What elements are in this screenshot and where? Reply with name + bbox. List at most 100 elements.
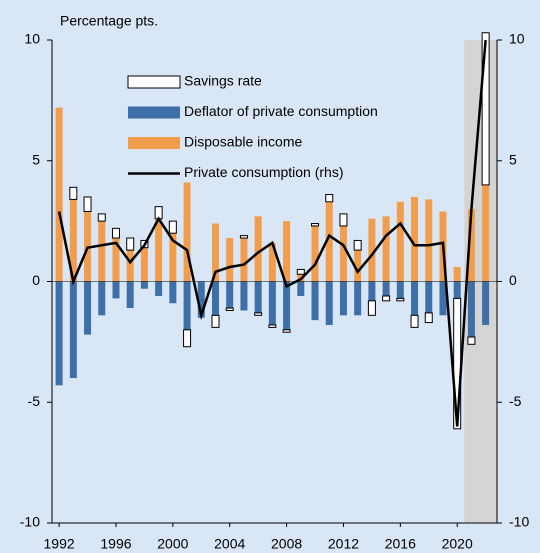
bar-segment: [97, 213, 106, 222]
bar-segment: [268, 242, 276, 282]
bar-segment: [168, 220, 177, 234]
x-tick-label: 1992: [44, 536, 75, 552]
bar-segment: [211, 223, 219, 282]
line-series: [57, 39, 487, 427]
bar-segment: [382, 295, 391, 302]
bar-segment: [126, 281, 134, 309]
bar-segment: [396, 297, 405, 302]
y2-tick-label: 10: [509, 31, 525, 47]
bar-segment: [226, 238, 234, 282]
bar-segment: [126, 250, 134, 282]
bar-segment: [183, 182, 191, 282]
bar-segment: [112, 281, 120, 299]
bar-segment: [183, 281, 191, 330]
bar-segment: [69, 199, 77, 282]
x-tick-label: 2008: [271, 536, 302, 552]
bar-segment: [467, 281, 475, 338]
bar-segment: [239, 235, 248, 239]
bar-segment: [424, 312, 433, 324]
bar-segment: [482, 184, 490, 282]
bar-segment: [368, 281, 376, 301]
bar-segment: [112, 238, 120, 282]
bar-segment: [354, 250, 362, 282]
bar-segment: [98, 281, 106, 316]
bar-segment: [453, 267, 461, 282]
bar-segment: [126, 237, 135, 251]
bar-segment: [367, 300, 376, 316]
x-tick-label: 2020: [442, 536, 473, 552]
bar-segment: [411, 196, 419, 282]
bar-segment: [283, 221, 291, 282]
chart-title: Percentage pts.: [60, 13, 158, 29]
bar-segment: [481, 32, 490, 186]
bar-segment: [268, 281, 276, 325]
bar-segment: [368, 218, 376, 282]
bar-segment: [84, 281, 92, 335]
bar-segment: [226, 281, 234, 309]
bar-segment: [311, 223, 320, 227]
bar-segment: [254, 281, 262, 313]
legend-label: Savings rate: [184, 73, 262, 89]
bar-segment: [55, 107, 63, 282]
bar-segment: [155, 281, 163, 296]
legend-swatch: [128, 137, 180, 149]
bar-segment: [69, 186, 78, 200]
bar-segment: [254, 312, 263, 316]
bar-segment: [69, 281, 77, 379]
bar-segment: [353, 239, 362, 251]
y-tick-label: 10: [24, 31, 40, 47]
bar-segment: [467, 336, 476, 345]
legend-label: Deflator of private consumption: [184, 103, 378, 119]
bar-segment: [382, 281, 390, 296]
legend-label: Private consumption (rhs): [184, 164, 344, 180]
bar-segment: [55, 281, 63, 386]
bar-segment: [482, 281, 490, 325]
y2-tick-label: -5: [509, 393, 522, 409]
bar-segment: [325, 281, 333, 325]
legend-swatch: [128, 106, 180, 119]
bar-segment: [410, 314, 419, 328]
bar-segment: [183, 329, 192, 348]
y-tick-label: 0: [32, 272, 40, 288]
bar-segment: [169, 233, 177, 282]
bar-segment: [296, 268, 305, 275]
bar-segment: [211, 281, 219, 316]
bar-segment: [140, 281, 148, 289]
bar-segment: [311, 225, 319, 282]
y2-tick-label: 0: [509, 272, 517, 288]
y2-tick-label: -10: [509, 514, 529, 530]
bar-segment: [325, 201, 333, 282]
bar-segment: [140, 247, 148, 282]
legend-swatch: [127, 75, 181, 89]
bar-segment: [411, 281, 419, 316]
x-tick-label: 2004: [214, 536, 245, 552]
bar-segment: [197, 281, 205, 318]
x-tick-label: 2012: [328, 536, 359, 552]
bar-segment: [297, 281, 305, 296]
bar-segment: [211, 314, 220, 328]
bar-segment: [382, 216, 390, 282]
bar-segment: [467, 209, 475, 282]
bar-segment: [240, 238, 248, 282]
bar-segment: [169, 281, 177, 304]
bar-segment: [439, 281, 447, 316]
bar-segment: [282, 329, 291, 333]
x-tick-label: 2016: [385, 536, 416, 552]
bar-segment: [396, 281, 404, 299]
bar-segment: [453, 281, 461, 299]
bar-segment: [354, 281, 362, 316]
bar-segment: [283, 281, 291, 330]
y-tick-label: -5: [28, 393, 41, 409]
bar-segment: [111, 227, 120, 239]
bar-segment: [339, 213, 348, 227]
x-tick-label: 1996: [100, 536, 131, 552]
bar-segment: [83, 196, 92, 212]
bar-segment: [311, 281, 319, 321]
bar-segment: [339, 281, 347, 316]
bar-segment: [396, 201, 404, 282]
bar-segment: [339, 225, 347, 282]
y-tick-label: -10: [20, 514, 40, 530]
x-tick-label: 2000: [157, 536, 188, 552]
bar-segment: [225, 307, 234, 311]
bar-segment: [425, 199, 433, 282]
